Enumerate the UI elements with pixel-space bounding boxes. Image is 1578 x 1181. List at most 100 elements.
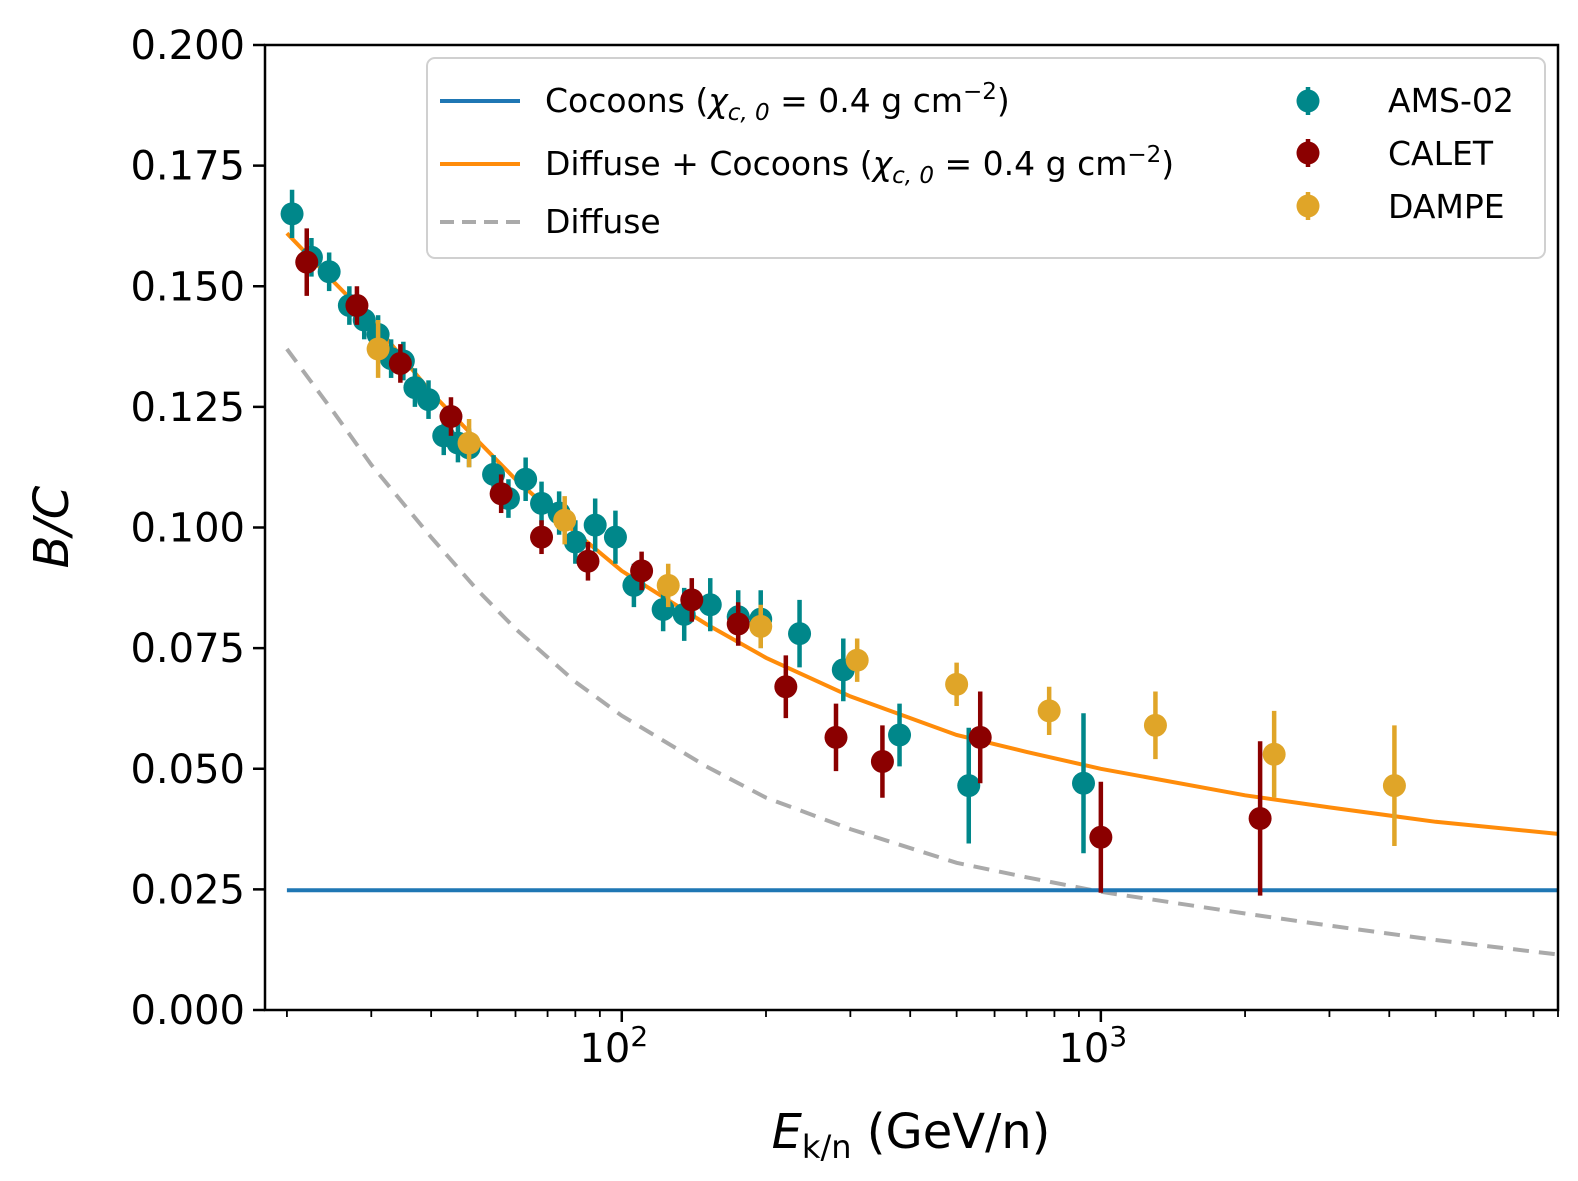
ams02-marker: [788, 622, 812, 646]
ams02-point: [317, 252, 341, 292]
calet-point: [388, 344, 412, 383]
dampe-marker: [845, 648, 869, 672]
dampe-marker: [656, 573, 680, 597]
x-axis-label-main: E: [772, 1104, 803, 1160]
calet-marker: [1089, 825, 1113, 849]
y-axis-label: B/C: [24, 485, 80, 568]
calet-point: [824, 703, 848, 772]
dampe-point: [845, 638, 869, 682]
calet-point: [630, 551, 654, 591]
ams02-point: [788, 599, 812, 668]
y-tick-label: 0.100: [130, 506, 245, 552]
legend-box: [426, 57, 1546, 259]
dampe-point: [553, 496, 577, 545]
ams02-marker: [957, 774, 981, 798]
y-tick-label: 0.200: [130, 23, 245, 69]
calet-point: [1089, 781, 1113, 893]
legend-calet-label: CALET: [1388, 134, 1494, 173]
legend: Cocoons (χc, 0 = 0.4 g cm−2) Diffuse + C…: [426, 57, 1546, 259]
calet-marker: [439, 405, 463, 429]
dampe-marker: [553, 508, 577, 532]
legend-ams02-label: AMS-02: [1388, 81, 1514, 120]
dampe-marker: [1037, 699, 1061, 723]
ams02-marker: [563, 530, 587, 554]
ams02-point: [583, 498, 607, 552]
calet-point: [295, 228, 319, 296]
line-diffuse-cocoons: [285, 231, 1558, 836]
dampe-point: [1262, 710, 1286, 798]
calet-marker: [1248, 806, 1272, 830]
data-points: [280, 189, 1406, 896]
legend-ams02-marker: [1296, 87, 1320, 115]
calet-marker: [968, 725, 992, 749]
dampe-point: [656, 563, 680, 608]
ams02-point: [1072, 713, 1096, 854]
calet-marker: [576, 549, 600, 573]
calet-point: [1248, 741, 1272, 896]
ams02-point: [603, 510, 627, 564]
ams02-point: [514, 457, 538, 501]
legend-diffuse-cocoons-label: Diffuse + Cocoons (χc, 0 = 0.4 g cm−2): [545, 142, 1174, 189]
calet-marker: [680, 588, 704, 612]
dampe-marker: [1143, 713, 1167, 737]
y-tick-label: 0.050: [130, 747, 245, 793]
ams02-marker: [603, 525, 627, 549]
calet-point: [439, 397, 463, 436]
ams02-marker: [651, 598, 675, 622]
ams02-marker: [1072, 771, 1096, 795]
dampe-marker: [1262, 742, 1286, 766]
ams02-point: [957, 727, 981, 844]
dampe-point: [366, 320, 390, 378]
ams02-marker: [698, 593, 722, 617]
x-axis-label: Ek/n (GeV/n): [772, 1104, 1051, 1166]
calet-point: [726, 602, 750, 646]
calet-point: [576, 541, 600, 581]
dampe-marker: [945, 672, 969, 696]
calet-point: [968, 691, 992, 784]
y-tick-label: 0.150: [130, 264, 245, 310]
legend-dampe-label: DAMPE: [1388, 187, 1505, 226]
legend-dampe-marker: [1296, 192, 1320, 220]
ams02-marker: [317, 260, 341, 284]
dampe-point: [457, 418, 481, 468]
legend-cocoons-label: Cocoons (χc, 0 = 0.4 g cm−2): [545, 79, 1010, 126]
y-tick-label: 0.075: [130, 626, 245, 672]
x-axis-label-unit: (GeV/n): [852, 1104, 1051, 1160]
calet-point: [870, 725, 894, 798]
calet-marker: [489, 482, 513, 506]
ams02-point: [563, 520, 587, 564]
model-lines: [285, 231, 1558, 957]
ams02-marker: [514, 467, 538, 491]
ams02-marker: [888, 723, 912, 747]
x-tick-label: 102: [579, 1020, 648, 1072]
dampe-point: [945, 662, 969, 707]
dampe-marker: [1382, 774, 1406, 798]
y-tick-label: 0.125: [130, 385, 245, 431]
x-axis-ticks: 102 103: [286, 1010, 1559, 1072]
ams02-marker: [417, 388, 441, 412]
ams02-point: [280, 189, 304, 238]
ams02-point: [888, 703, 912, 767]
ams02-point: [698, 578, 722, 632]
ams02-point: [530, 481, 554, 526]
calet-point: [680, 578, 704, 622]
calet-marker: [630, 559, 654, 583]
y-tick-label: 0.000: [130, 988, 245, 1034]
ams02-marker: [583, 513, 607, 537]
dampe-marker: [457, 431, 481, 455]
calet-point: [530, 520, 554, 555]
dampe-point: [749, 604, 773, 649]
calet-point: [774, 655, 798, 719]
calet-marker: [726, 612, 750, 636]
dampe-point: [1143, 691, 1167, 760]
dampe-marker: [749, 614, 773, 638]
ams02-marker: [280, 202, 304, 226]
calet-marker: [824, 725, 848, 749]
calet-marker: [388, 351, 412, 375]
ams02-marker: [530, 491, 554, 515]
calet-marker: [774, 675, 798, 699]
legend-diffuse-label: Diffuse: [545, 202, 661, 241]
line-diffuse: [285, 347, 1558, 957]
y-tick-label: 0.175: [130, 144, 245, 190]
